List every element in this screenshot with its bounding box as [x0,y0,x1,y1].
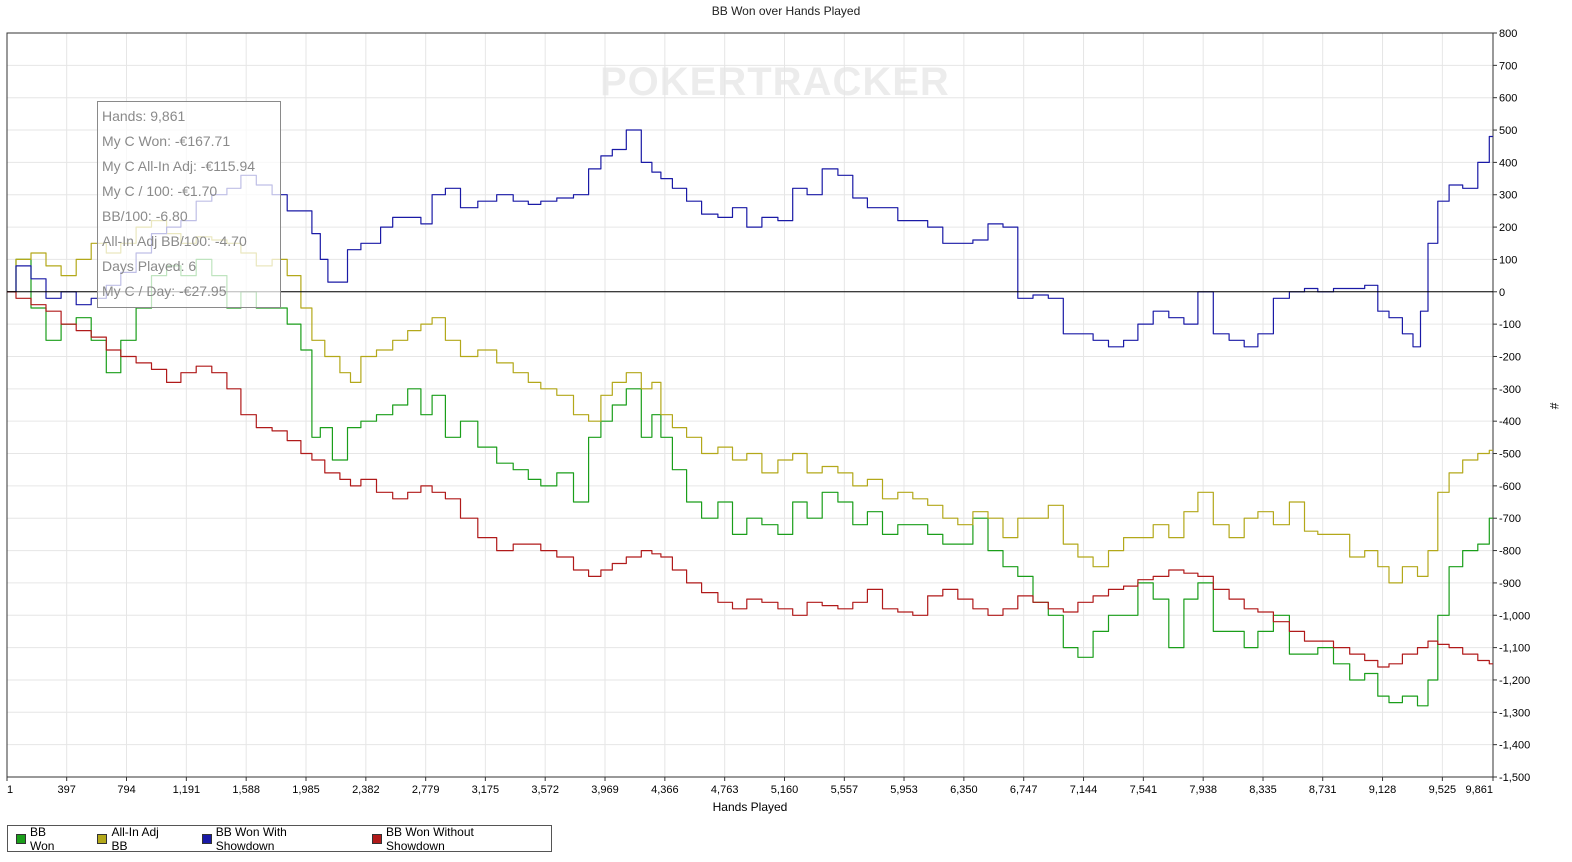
y-tick-label: -400 [1499,416,1521,428]
x-tick-label: 794 [117,784,135,796]
legend-label: All-In Adj BB [111,824,159,853]
y-tick-label: 600 [1499,93,1517,105]
x-tick-label: 9,128 [1369,784,1397,796]
x-tick-label: 7,541 [1130,784,1158,796]
y-tick-label: -1,500 [1499,772,1530,784]
x-tick-label: 8,731 [1309,784,1337,796]
x-tick-label: 2,382 [352,784,380,796]
x-tick-label: 397 [58,784,76,796]
tooltip-line: My C Won: -€167.71 [102,133,231,149]
y-tick-label: -1,200 [1499,675,1530,687]
x-tick-label: 8,335 [1249,784,1277,796]
y-tick-label: 200 [1499,222,1517,234]
y-tick-label: -1,400 [1499,740,1530,752]
plot-frame [6,32,1494,778]
legend-label: BB Won Without Showdown [386,824,474,853]
legend: BB Won All-In Adj BB BB Won With Showdow… [7,824,552,853]
y-tick-label: -300 [1499,384,1521,396]
x-tick-label: 2,779 [412,784,440,796]
legend-label: BB Won [29,824,55,853]
y-tick-label: 100 [1499,254,1517,266]
y-tick-label: -600 [1499,481,1521,493]
legend-item-bb-won-without-showdown[interactable]: BB Won Without Showdown [372,825,535,853]
chart-title: BB Won over Hands Played [711,4,861,18]
y-tick-label: -1,300 [1499,707,1530,719]
x-tick-label: 6,350 [950,784,978,796]
legend-swatch [16,833,26,844]
tooltip-line: My C / Day: -€27.95 [102,283,227,299]
x-tick-label: 1,985 [292,784,320,796]
x-tick-label: 5,160 [771,784,799,796]
y-tick-label: -900 [1499,578,1521,590]
x-tick-label: 4,366 [651,784,679,796]
y-tick-label: 400 [1499,157,1517,169]
legend-swatch [372,833,383,844]
x-axis-label: Hands Played [713,800,788,814]
tooltip-line: Days Played: 6 [102,258,197,274]
y-tick-label: -1,100 [1499,643,1530,655]
y-tick-label: -100 [1499,319,1521,331]
x-tick-label: 9,525 [1429,784,1457,796]
x-tick-label: 4,763 [711,784,739,796]
pokertracker-watermark: POKERTRACKER [600,60,950,104]
x-tick-label: 1,191 [173,784,201,796]
legend-item-bb-won-with-showdown[interactable]: BB Won With Showdown [201,824,348,853]
y-tick-label: -1,000 [1499,610,1530,622]
x-tick-label: 5,557 [831,784,859,796]
x-tick-label: 1 [7,784,13,796]
legend-swatch [201,833,212,844]
x-tick-label: 7,938 [1189,784,1217,796]
tooltip-line: My C / 100: -€1.70 [102,183,218,199]
y-tick-label: -800 [1499,546,1521,558]
y-tick-label: 500 [1499,125,1517,137]
x-axis: 1 397 794 1,191 1,588 1,985 2,382 2,779 3,175 3,5… [6,777,1494,796]
y-tick-label: -200 [1499,351,1521,363]
y-tick-label: 300 [1499,190,1517,202]
x-tick-label: 7,144 [1070,784,1098,796]
x-tick-label: 5,953 [890,784,918,796]
series-line-bb-won-without-showdown [7,291,1493,668]
x-tick-label: 3,969 [591,784,619,796]
tooltip-line: BB/100: -6.80 [102,208,188,224]
x-tick-label: 9,861 [1465,784,1493,796]
y-tick-label: 0 [1499,287,1505,299]
y-tick-label: -500 [1499,449,1521,461]
y-tick-label: 700 [1499,60,1517,72]
series-line-bb-won [7,258,1493,707]
x-tick-label: 3,175 [472,784,500,796]
x-tick-label: 1,588 [232,784,260,796]
tooltip-line: My C All-In Adj: -€115.94 [102,158,256,174]
y-axis-label: # [1547,403,1561,410]
legend-swatch [97,833,108,844]
tooltip-line: All-In Adj BB/100: -4.70 [102,233,247,249]
stats-tooltip: Hands: 9,861 My C Won: -€167.71 My C All… [97,101,281,308]
x-tick-label: 6,747 [1010,784,1038,796]
y-tick-label: 800 [1499,28,1517,40]
y-tick-label: -700 [1499,513,1521,525]
legend-label: BB Won With Showdown [215,824,287,853]
legend-item-bb-won[interactable]: BB Won [16,825,73,853]
x-tick-label: 3,572 [531,784,559,796]
tooltip-line: Hands: 9,861 [102,108,186,124]
y-axis: 800 700 600 500 400 300 200 100 0 -100 -200 -300 -40… [1493,28,1530,784]
legend-item-all-in-adj-bb[interactable]: All-In Adj BB [97,825,177,853]
